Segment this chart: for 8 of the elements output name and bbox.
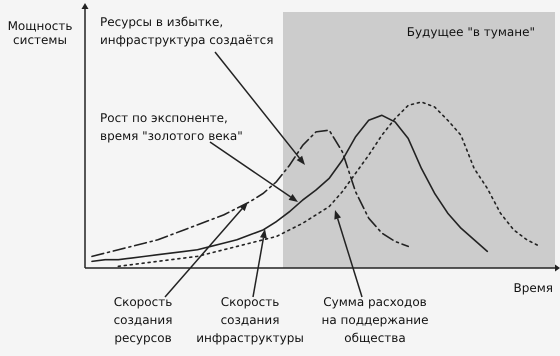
text: Скорость создания инфраструктуры	[196, 295, 304, 345]
text: Сумма расходов на поддержание общества	[322, 295, 428, 345]
text: Будущее "в тумане"	[406, 25, 535, 39]
annotation: Рост по экспоненте, время "золотого века"	[100, 111, 243, 143]
x-axis-title: Время	[513, 281, 553, 295]
text: Скорость создания ресурсов	[114, 295, 172, 345]
text: Ресурсы в избытке, инфраструктура создаётся	[100, 15, 274, 47]
y-axis-title: Мощность системы	[8, 19, 72, 47]
